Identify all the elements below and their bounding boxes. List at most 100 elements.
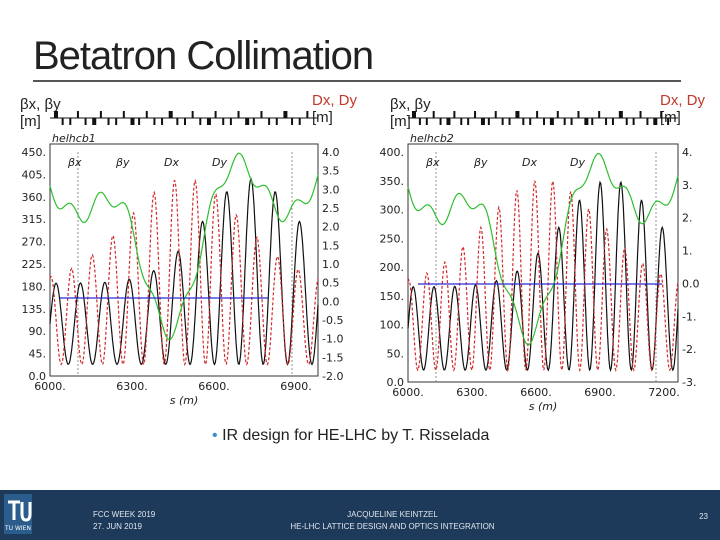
lattice-magnet xyxy=(494,111,497,118)
x-tick-label: 6600. xyxy=(520,386,552,399)
footer-event-block: FCC WEEK 2019 27. JUN 2019 xyxy=(93,509,155,533)
plot1-optics-chart: helhcb1 450. 405. 360. 315. 270. 225. 180. 135. 9… xyxy=(22,111,343,407)
left-tick-label: 300. xyxy=(380,204,405,217)
right-tick-label: 0.0 xyxy=(682,277,700,290)
right-tick-label: -1. xyxy=(682,310,696,323)
lattice-magnet xyxy=(161,118,164,125)
lattice-magnet xyxy=(432,111,435,118)
left-tick-label: 50. xyxy=(387,347,405,360)
lattice-magnet xyxy=(61,118,64,125)
lattice-magnet xyxy=(69,118,72,125)
logo-text: TU WIEN xyxy=(4,525,31,532)
right-tick-label: 1.5 xyxy=(322,239,340,252)
left-tick-label: 400. xyxy=(380,146,405,159)
lattice-magnet xyxy=(168,111,173,118)
right-tick-label: 0.5 xyxy=(322,277,340,290)
footer-author-block: JACQUELINE KEINTZEL HE-LHC LATTICE DESIG… xyxy=(285,509,500,533)
right-tick-label: 4.0 xyxy=(322,146,340,159)
legend-entry: Dx xyxy=(164,156,179,169)
lattice-magnet xyxy=(84,118,87,125)
right-tick-label: 3.5 xyxy=(322,165,340,178)
right-tick-label: -1.5 xyxy=(322,351,343,364)
lattice-magnet xyxy=(667,118,670,125)
right-tick-label: 4. xyxy=(682,146,693,159)
x-tick-label: 6300. xyxy=(116,380,148,393)
dx-curve xyxy=(407,152,679,346)
lattice-magnet xyxy=(487,118,490,125)
lattice-magnet xyxy=(570,118,573,125)
footer-talk: HE-LHC LATTICE DESIGN AND OPTICS INTEGRA… xyxy=(290,522,495,531)
plot2-right-axis-label-line1: Dx, Dy xyxy=(660,92,705,109)
left-tick-label: 0.0 xyxy=(387,376,405,389)
betax-curve xyxy=(49,177,319,366)
lattice-magnet xyxy=(191,111,194,118)
lattice-magnet xyxy=(418,118,421,125)
lattice-magnet xyxy=(184,118,186,125)
lattice-magnet xyxy=(107,118,110,125)
lattice-magnet xyxy=(625,118,628,125)
left-tick-label: 150. xyxy=(380,290,405,303)
bullet-icon: • xyxy=(212,427,218,444)
bullet-text: IR design for HE-LHC by T. Risselada xyxy=(222,427,490,444)
plot1-right-axis-label: Dx, Dy [m] xyxy=(312,92,357,126)
legend-entry: Dy xyxy=(570,156,585,169)
slide-title: Betatron Collimation xyxy=(33,34,374,78)
legend-entry: βx xyxy=(67,156,82,169)
left-tick-label: 225. xyxy=(22,258,47,271)
lattice-magnet xyxy=(598,111,601,118)
plot1-right-axis-label-line2: [m] xyxy=(312,109,333,126)
lattice-magnet xyxy=(245,118,250,125)
lattice-magnet xyxy=(176,118,179,125)
dx-curve xyxy=(49,152,319,341)
lattice-magnet xyxy=(275,118,278,125)
lattice-magnet xyxy=(556,111,559,118)
lattice-magnet xyxy=(522,118,525,125)
lattice-magnet xyxy=(122,111,125,118)
lattice-magnet xyxy=(425,118,428,125)
lattice-magnet xyxy=(653,118,658,125)
page-number: 23 xyxy=(699,512,708,521)
plot2-right-axis-label: Dx, Dy [m] xyxy=(660,92,705,126)
lattice-magnet xyxy=(153,118,156,125)
bullet-item: • IR design for HE-LHC by T. Risselada xyxy=(212,427,489,445)
lattice-magnet xyxy=(515,111,520,118)
beam-label: helhcb1 xyxy=(52,132,96,145)
legend-entry: Dx xyxy=(522,156,537,169)
lattice-magnet xyxy=(480,118,485,125)
right-tick-label: 0.0 xyxy=(322,295,340,308)
x-tick-label: 6000. xyxy=(34,380,66,393)
x-tick-label: 6900. xyxy=(280,380,312,393)
lattice-magnet xyxy=(563,118,566,125)
lattice-magnet xyxy=(439,118,442,125)
x-axis-label: s (m) xyxy=(529,400,558,413)
x-axis-label: s (m) xyxy=(170,394,199,407)
lattice-magnet xyxy=(446,118,451,125)
legend-entry: βx xyxy=(425,156,440,169)
right-tick-label: 2.5 xyxy=(322,202,340,215)
lattice-magnet xyxy=(618,111,623,118)
right-tick-label: -2. xyxy=(682,343,696,356)
title-underline xyxy=(33,80,681,82)
lattice-magnet xyxy=(138,118,141,125)
lattice-magnet xyxy=(660,111,663,118)
plot2-optics-chart: helhcb2 400. 350. 300. 250. 200. 150. 100. 50. 0.… xyxy=(380,111,700,413)
right-tick-label: 3. xyxy=(682,179,693,192)
plot2-left-axis-label-line2: [m] xyxy=(390,113,411,130)
plot1-right-axis-label-line1: Dx, Dy xyxy=(312,92,357,109)
beam-label: helhcb2 xyxy=(410,132,454,145)
lattice-magnet xyxy=(611,118,614,125)
right-tick-label: 2. xyxy=(682,212,693,225)
right-tick-label: 3.0 xyxy=(322,183,340,196)
right-tick-label: -2.0 xyxy=(322,370,343,383)
lattice-magnet xyxy=(501,118,504,125)
plot2-left-axis-label-line1: βx, βy xyxy=(390,96,431,113)
lattice-magnet xyxy=(508,118,511,125)
lattice-magnet xyxy=(467,118,470,125)
lattice-magnet xyxy=(529,118,532,125)
right-tick-label: 1.0 xyxy=(322,258,340,271)
plot1-left-axis-label-line1: βx, βy xyxy=(20,96,61,113)
footer-bar: TU WIEN FCC WEEK 2019 27. JUN 2019 JACQU… xyxy=(0,490,720,540)
lattice-magnet xyxy=(577,111,580,118)
lattice-magnet xyxy=(260,111,263,118)
left-tick-label: 360. xyxy=(22,191,47,204)
